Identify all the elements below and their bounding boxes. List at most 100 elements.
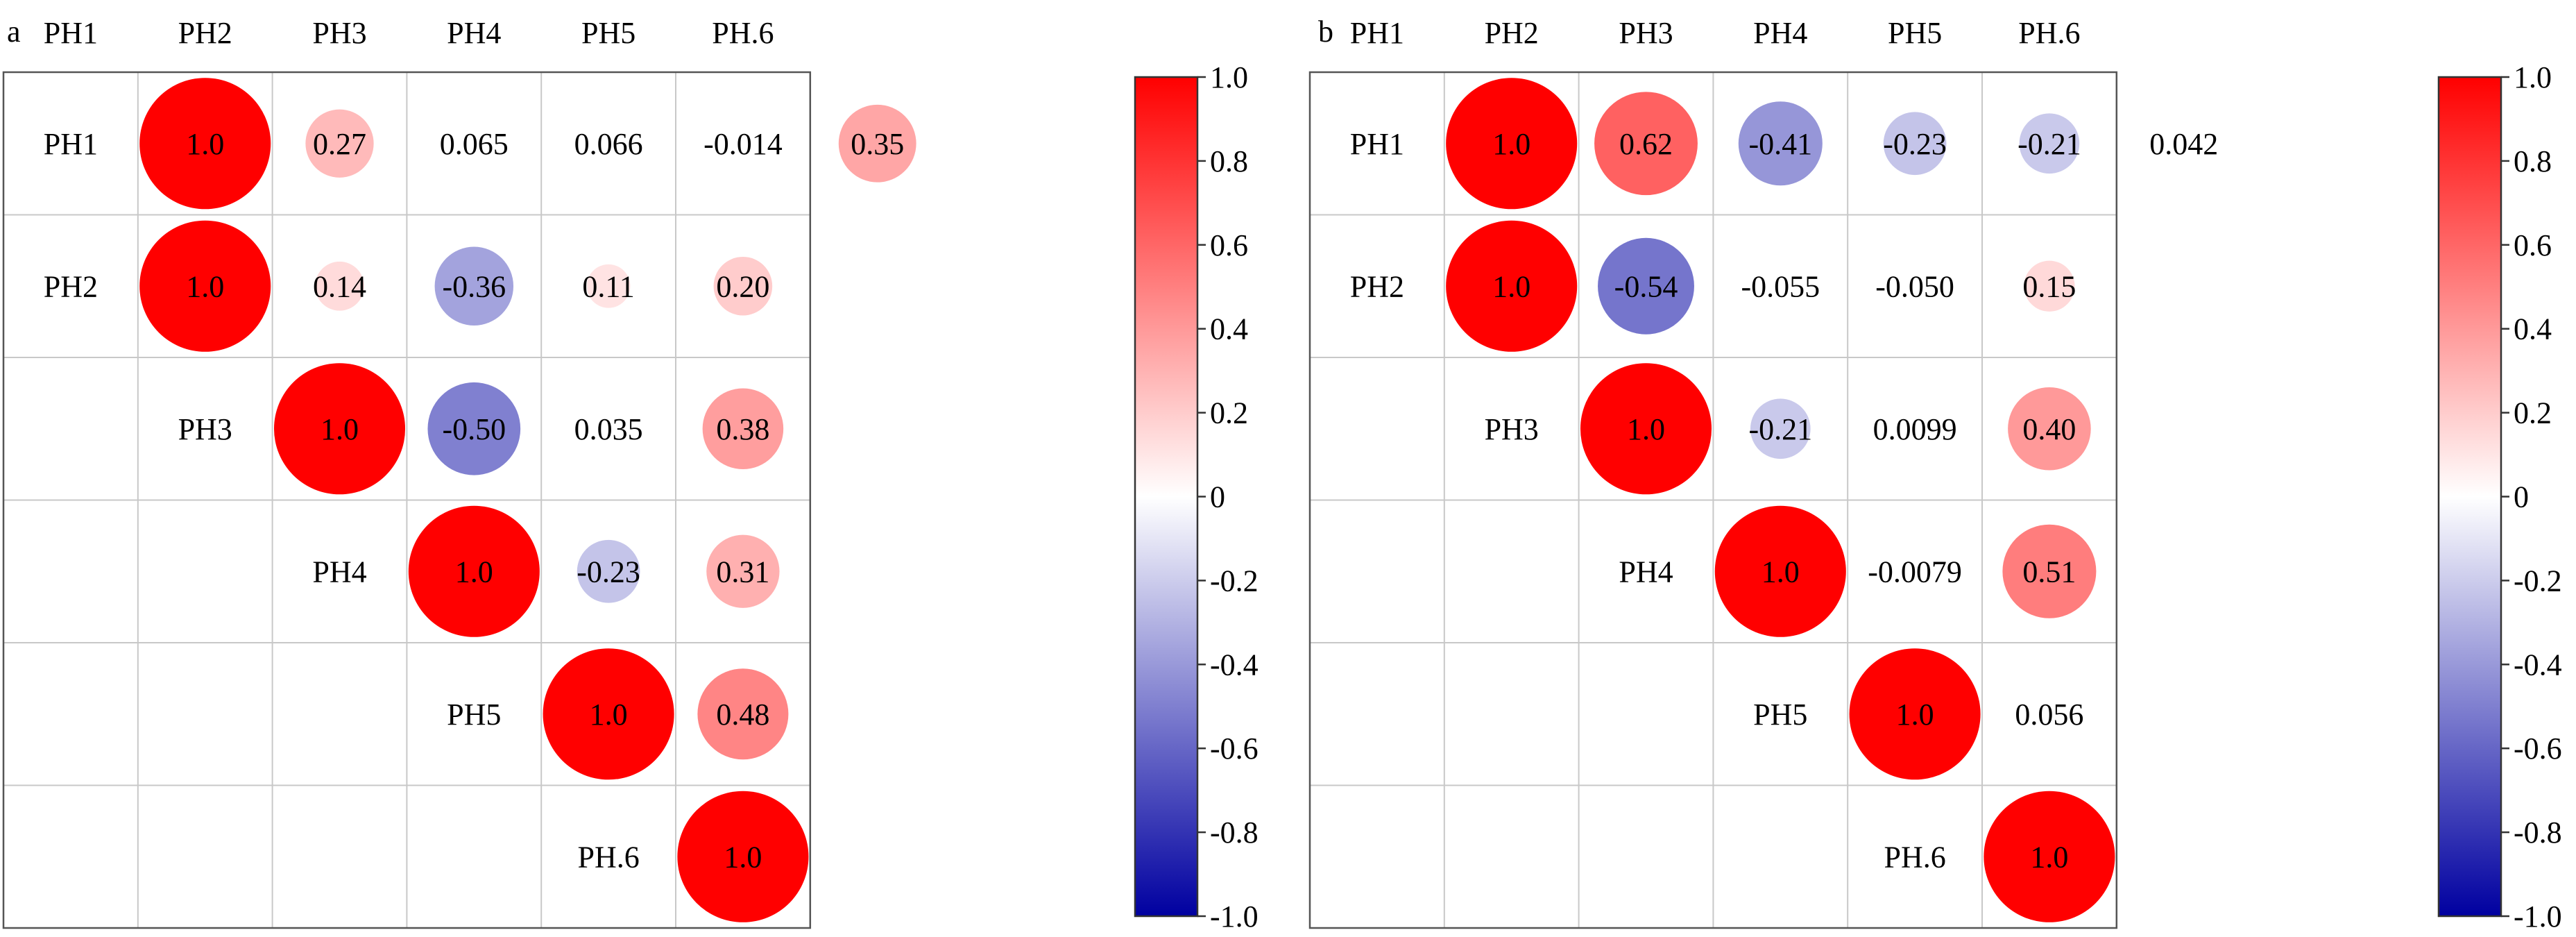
colorbar-tick-label: -0.8 xyxy=(2514,816,2562,850)
correlation-circle xyxy=(577,539,640,603)
correlation-value: 1.0 xyxy=(1627,412,1665,446)
column-label: PH1 xyxy=(1350,16,1404,50)
colorbar-tick-label: -1.0 xyxy=(2514,900,2562,934)
colorbar-tick-label: -0.8 xyxy=(1210,816,1259,850)
correlation-circle xyxy=(2002,524,2097,618)
correlation-circle xyxy=(427,382,521,475)
correlation-value: 0.38 xyxy=(716,412,769,446)
colorbar-tick-label: 0.8 xyxy=(2514,144,2552,178)
colorbar-tick-label: -0.6 xyxy=(1210,732,1259,766)
column-label: PH5 xyxy=(581,16,636,50)
correlation-circle xyxy=(1446,78,1578,210)
colorbar-tick-label: -0.6 xyxy=(2514,732,2562,766)
correlation-circle xyxy=(586,264,631,308)
panel-b: b PH1 PH2 PH3 PH4 PH5 PH.6 PH1 1.0 0.62 -0.41 -0.23… xyxy=(1308,15,2562,934)
row-label: PH2 xyxy=(44,269,98,303)
correlation-value: 1.0 xyxy=(2030,840,2068,874)
correlation-value: 0.35 xyxy=(851,127,904,161)
column-label: PH2 xyxy=(178,16,232,50)
colorbar-tick-label: -1.0 xyxy=(1210,900,1259,934)
correlation-value: 1.0 xyxy=(186,127,224,161)
colorbar xyxy=(2439,77,2501,916)
correlation-value: -0.21 xyxy=(1748,412,1812,446)
correlation-value: -0.50 xyxy=(442,412,506,446)
column-label: PH1 xyxy=(44,16,98,50)
correlation-value: 1.0 xyxy=(186,269,224,303)
row-label: PH4 xyxy=(1619,555,1673,589)
correlation-value: 1.0 xyxy=(321,412,359,446)
row-label: PH5 xyxy=(1753,698,1807,732)
colorbar-tick-label: -0.4 xyxy=(2514,648,2562,682)
colorbar-tick-label: 0.2 xyxy=(2514,396,2552,430)
correlation-value: 0.27 xyxy=(313,127,366,161)
colorbar-tick-label: -0.2 xyxy=(2514,564,2562,598)
row-label: PH1 xyxy=(44,127,98,161)
column-label: PH4 xyxy=(447,16,501,50)
correlation-circle xyxy=(139,78,271,210)
correlation-circle xyxy=(697,668,789,760)
panel-letter: b xyxy=(1318,15,1333,49)
correlation-value: -0.0079 xyxy=(1868,555,1962,589)
correlation-circle xyxy=(702,388,784,470)
column-label: PH.6 xyxy=(712,16,774,50)
correlation-value: 0.48 xyxy=(716,698,769,732)
correlation-circle xyxy=(315,261,364,311)
column-label: PH2 xyxy=(1485,16,1539,50)
column-label: PH3 xyxy=(312,16,366,50)
correlation-value: 0.035 xyxy=(574,412,643,446)
correlation-value: -0.014 xyxy=(703,127,783,161)
correlation-circle xyxy=(2024,260,2075,312)
row-label: PH3 xyxy=(1485,412,1539,446)
correlation-value: -0.21 xyxy=(2018,127,2081,161)
correlation-circle xyxy=(1598,237,1694,335)
correlation-value: 0.0099 xyxy=(1873,412,1957,446)
panel-a: a PH1 PH2 PH3 PH4 PH5 PH.6 PH1 1.0 0.27 0.065 0.066… xyxy=(2,15,1259,934)
correlation-value: 1.0 xyxy=(1492,269,1530,303)
correlation-circle xyxy=(1580,363,1712,495)
correlation-value: 1.0 xyxy=(590,698,628,732)
correlation-value: 0.056 xyxy=(2015,698,2083,732)
row-label: PH3 xyxy=(178,412,232,446)
correlation-value: 0.042 xyxy=(2149,127,2218,161)
correlation-value: -0.41 xyxy=(1748,127,1812,161)
correlation-value: -0.23 xyxy=(1883,127,1947,161)
column-label: PH3 xyxy=(1619,16,1673,50)
correlation-circle xyxy=(305,109,374,178)
correlation-circle xyxy=(838,104,916,183)
column-label: PH.6 xyxy=(2018,16,2080,50)
correlation-value: 1.0 xyxy=(1492,127,1530,161)
column-label: PH4 xyxy=(1753,16,1807,50)
panel-letter: a xyxy=(7,15,21,49)
correlation-value: 1.0 xyxy=(1762,555,1800,589)
correlation-circle xyxy=(434,246,514,326)
correlation-circle xyxy=(713,256,773,316)
correlation-value: -0.23 xyxy=(577,555,640,589)
correlation-circle xyxy=(1984,791,2115,922)
correlation-value: -0.050 xyxy=(1875,269,1954,303)
correlation-value: 1.0 xyxy=(1896,698,1934,732)
correlation-circle xyxy=(543,648,674,780)
colorbar xyxy=(1135,77,1197,916)
colorbar-tick-label: 0 xyxy=(1210,480,1225,514)
colorbar-tick-label: 0 xyxy=(2514,480,2529,514)
correlation-circle xyxy=(2019,113,2080,174)
correlation-circle xyxy=(2008,387,2091,471)
correlation-value: 0.065 xyxy=(440,127,509,161)
correlation-value: 1.0 xyxy=(455,555,493,589)
colorbar-tick-label: 1.0 xyxy=(2514,60,2552,94)
matrix-frame xyxy=(1308,71,2118,929)
correlation-value: -0.36 xyxy=(442,269,506,303)
correlation-value: 0.066 xyxy=(574,127,643,161)
colorbar-tick-label: 0.2 xyxy=(1210,396,1248,430)
row-label: PH1 xyxy=(1350,127,1404,161)
correlation-circle xyxy=(1883,112,1947,176)
row-label: PH2 xyxy=(1350,269,1404,303)
row-label: PH.6 xyxy=(577,840,639,874)
colorbar-tick-label: 0.6 xyxy=(2514,228,2552,262)
correlation-circle xyxy=(706,534,780,608)
colorbar-tick-label: 0.6 xyxy=(1210,228,1248,262)
correlation-value: 1.0 xyxy=(724,840,762,874)
correlation-value: -0.055 xyxy=(1741,269,1820,303)
correlation-circle xyxy=(139,220,271,352)
correlation-value: -0.54 xyxy=(1614,269,1678,303)
